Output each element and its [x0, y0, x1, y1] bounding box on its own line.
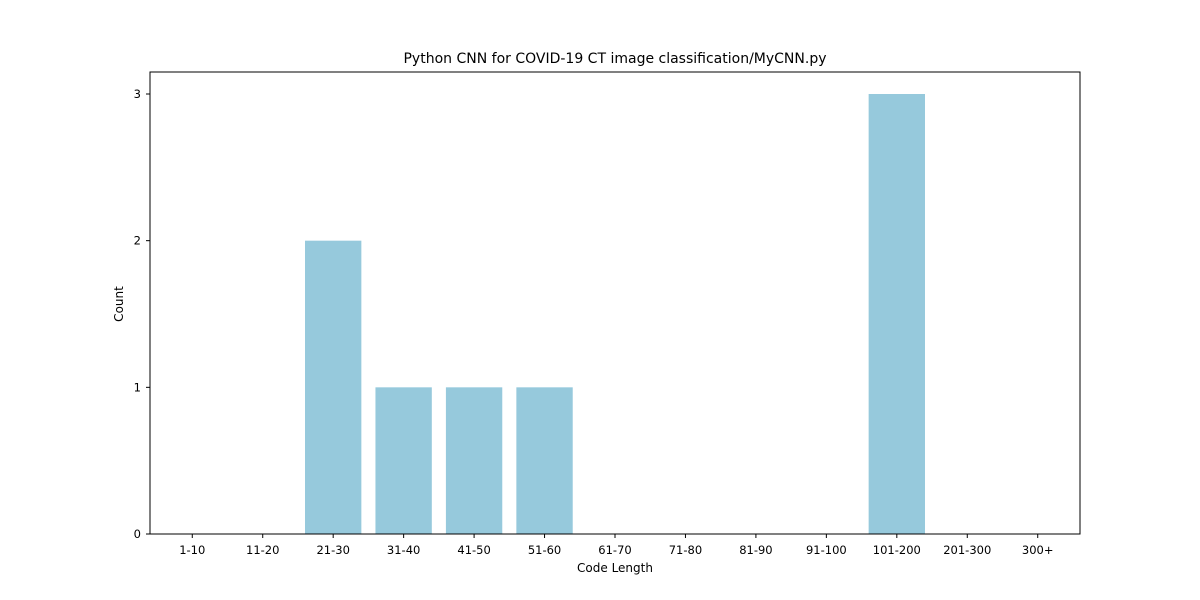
y-tick-label: 3 — [134, 87, 141, 101]
y-tick-label: 2 — [134, 234, 141, 248]
bar-41-50 — [445, 387, 503, 534]
x-axis-ticks: 1-10 11-20 21-30 31-40 41-50 51-60 61-70 71-80 8… — [179, 534, 1054, 557]
bar-51-60 — [516, 387, 573, 534]
x-tick-label: 1-10 — [179, 543, 205, 557]
bar-101-200 — [868, 94, 925, 534]
x-tick-label: 91-100 — [806, 543, 847, 557]
x-tick-label: 41-50 — [457, 543, 490, 557]
x-tick-label: 51-60 — [528, 543, 561, 557]
y-axis-ticks: 0 1 2 3 — [134, 87, 150, 541]
x-axis-label: Code Length — [577, 561, 653, 575]
x-tick-label: 81-90 — [739, 543, 772, 557]
x-tick-label: 21-30 — [316, 543, 349, 557]
x-tick-label: 71-80 — [669, 543, 702, 557]
bars-group — [305, 94, 925, 535]
x-tick-label: 300+ — [1022, 543, 1054, 557]
plot-frame — [149, 71, 1081, 535]
x-tick-label: 101-200 — [873, 543, 921, 557]
y-tick-label: 0 — [134, 527, 141, 541]
x-tick-label: 11-20 — [246, 543, 279, 557]
x-tick-label: 61-70 — [598, 543, 631, 557]
y-axis-label: Count — [112, 286, 126, 322]
x-tick-label: 31-40 — [387, 543, 420, 557]
bar-21-30 — [305, 240, 362, 535]
y-tick-label: 1 — [134, 380, 141, 394]
chart-title: Python CNN for COVID-19 CT image classif… — [403, 51, 826, 67]
x-tick-label: 201-300 — [943, 543, 991, 557]
bar-31-40 — [375, 387, 432, 534]
